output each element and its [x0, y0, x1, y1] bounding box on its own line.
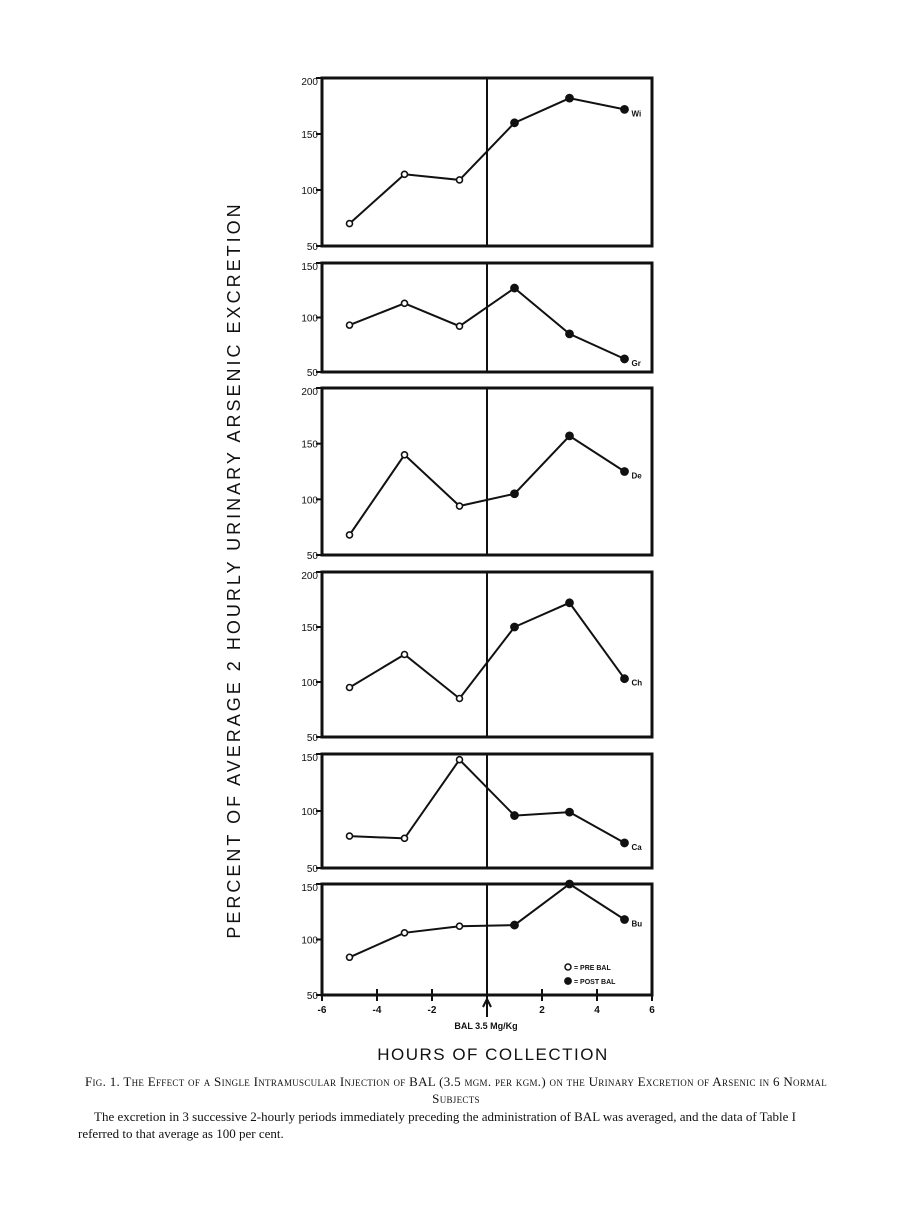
subject-label: Gr: [632, 359, 641, 368]
y-axis-label: PERCENT OF AVERAGE 2 HOURLY URINARY ARSE…: [224, 201, 244, 938]
panels: 50 100 150 200 Wi 50 100 150 Gr 50 100 150 200 De 50 10…: [301, 76, 655, 1017]
post-bal-point: [620, 674, 629, 684]
post-bal-point: [620, 915, 629, 924]
post-bal-point: [565, 93, 574, 103]
panel-ca: 50 100 150 Ca: [301, 752, 654, 875]
post-bal-point: [510, 622, 519, 632]
x-tick-label: -6: [318, 1005, 327, 1016]
pre-bal-point: [400, 834, 409, 843]
y-tick-label: 100: [301, 678, 318, 689]
panel-wi: 50 100 150 200 Wi: [301, 76, 654, 253]
y-tick-label: 50: [307, 864, 319, 875]
y-tick-label: 150: [301, 130, 318, 141]
y-tick-label: 50: [307, 242, 319, 253]
y-tick-label: 100: [301, 936, 318, 947]
legend-post-marker: [564, 977, 572, 985]
series-line-wi: [348, 97, 625, 225]
subject-label: De: [632, 472, 643, 481]
post-bal-point: [565, 807, 574, 817]
post-bal-point: [565, 431, 574, 441]
y-tick-label: 200: [301, 571, 318, 582]
panel-gr: 50 100 150 Gr: [301, 261, 654, 379]
legend-post-label: = POST BAL: [574, 979, 616, 986]
y-tick-label: 50: [307, 733, 319, 744]
post-bal-point: [620, 467, 629, 476]
y-tick-label: 100: [301, 314, 318, 325]
subject-label: Wi: [632, 109, 642, 118]
post-bal-point: [510, 283, 519, 293]
series-line-bu: [349, 882, 626, 959]
post-bal-point: [565, 879, 574, 889]
y-tick-label: 50: [307, 991, 319, 1002]
pre-bal-point: [400, 450, 409, 459]
pre-bal-point: [455, 694, 464, 703]
figure-caption-title: Fig. 1. The Effect of a Single Intramusc…: [84, 1074, 828, 1106]
post-bal-point: [510, 920, 519, 930]
x-tick-label: 4: [594, 1005, 600, 1016]
y-tick-label: 100: [301, 495, 318, 506]
pre-bal-point: [345, 321, 354, 329]
subject-label: Ch: [632, 679, 643, 688]
pre-bal-point: [400, 650, 409, 659]
y-tick-label: 50: [307, 551, 319, 562]
pre-bal-point: [345, 531, 354, 539]
y-tick-label: 100: [301, 186, 318, 197]
y-tick-label: 50: [307, 368, 319, 379]
legend-pre-marker: [564, 963, 572, 971]
series-line-ca: [349, 758, 625, 844]
panel-bu: 50 100 150 -6 -4 -2 2 4 6 Bu = PRE BAL = POST BAL: [301, 879, 655, 1017]
pre-bal-point: [455, 176, 464, 184]
panel-ch: 50 100 150 200 Ch: [301, 570, 654, 744]
y-tick-label: 150: [301, 883, 318, 894]
post-bal-point: [620, 838, 629, 848]
post-bal-point: [565, 329, 574, 339]
y-tick-label: 200: [301, 77, 318, 88]
x-tick-label: -2: [428, 1005, 437, 1016]
panel-de: 50 100 150 200 De: [301, 386, 654, 562]
y-tick-label: 200: [301, 387, 318, 398]
arrow-label: BAL 3.5 Mg/Kg: [454, 1021, 517, 1031]
pre-bal-point: [345, 219, 354, 228]
pre-bal-point: [400, 170, 409, 179]
pre-bal-point: [400, 929, 409, 937]
pre-bal-point: [345, 683, 354, 692]
pre-bal-point: [345, 832, 354, 840]
x-tick-label: 2: [539, 1005, 545, 1016]
series-line-de: [348, 434, 626, 536]
post-bal-point: [510, 811, 519, 820]
subject-label: Bu: [632, 920, 643, 929]
pre-bal-point: [455, 922, 464, 930]
pre-bal-point: [455, 322, 464, 331]
y-tick-label: 100: [301, 807, 318, 818]
series-line-gr: [349, 286, 625, 360]
post-bal-point: [620, 354, 629, 364]
pre-bal-point: [455, 755, 464, 764]
series-line-ch: [348, 601, 626, 700]
post-bal-point: [510, 118, 519, 128]
pre-bal-point: [345, 953, 354, 962]
post-bal-point: [565, 598, 574, 608]
x-tick-label: 6: [649, 1005, 655, 1016]
y-tick-label: 150: [301, 262, 318, 273]
y-tick-label: 150: [301, 440, 318, 451]
x-axis-label: HOURS OF COLLECTION: [377, 1045, 609, 1064]
y-tick-label: 150: [301, 753, 318, 764]
pre-bal-point: [400, 299, 409, 308]
post-bal-point: [620, 104, 629, 114]
post-bal-point: [510, 489, 519, 499]
legend-pre-label: = PRE BAL: [574, 965, 611, 972]
injection-arrow: [482, 996, 492, 1017]
y-tick-label: 150: [301, 623, 318, 634]
subject-label: Ca: [632, 843, 643, 852]
x-tick-label: -4: [373, 1005, 382, 1016]
pre-bal-point: [455, 502, 464, 510]
figure-caption-text: The excretion in 3 successive 2-hourly p…: [78, 1109, 796, 1141]
